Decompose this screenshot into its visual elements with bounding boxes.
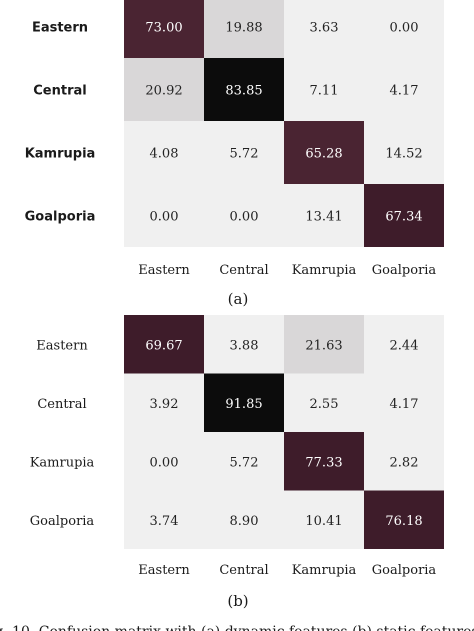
heatmap-cell xyxy=(204,432,284,491)
cell-value-label: 14.52 xyxy=(385,147,422,162)
heatmap-cell xyxy=(284,373,364,432)
cell-value-label: 69.67 xyxy=(145,338,182,353)
cell-value-label: 5.72 xyxy=(230,147,259,162)
heatmap-cell xyxy=(284,0,364,58)
heatmap-cell xyxy=(204,58,284,121)
heatmap-cell xyxy=(204,373,284,432)
cell-value-label: 4.17 xyxy=(390,397,419,412)
heatmap-cell xyxy=(124,432,204,491)
heatmap-cell xyxy=(284,490,364,549)
heatmap-cell xyxy=(284,432,364,491)
cell-value-label: 4.17 xyxy=(390,84,419,99)
cell-value-label: 73.00 xyxy=(145,21,182,36)
cell-value-label: 67.34 xyxy=(385,210,422,225)
heatmap-cell xyxy=(364,0,444,58)
cell-value-label: 77.33 xyxy=(305,455,342,470)
cell-value-label: 21.63 xyxy=(305,338,342,353)
cell-value-label: 83.85 xyxy=(225,84,262,99)
figure-caption: Fig. 10. Confusion matrix with (a) dynam… xyxy=(0,624,474,631)
row-label: Goalporia xyxy=(25,210,96,225)
column-label: Kamrupia xyxy=(292,263,357,278)
cell-value-label: 19.88 xyxy=(225,21,262,36)
row-label: Kamrupia xyxy=(25,147,96,162)
column-label: Goalporia xyxy=(372,563,437,578)
column-label: Central xyxy=(219,263,268,278)
heatmap-cell xyxy=(284,315,364,374)
column-label: Kamrupia xyxy=(292,563,357,578)
heatmap-cell xyxy=(124,0,204,58)
column-label: Central xyxy=(219,563,268,578)
heatmap-cell xyxy=(364,490,444,549)
heatmap-cell xyxy=(124,121,204,184)
cell-value-label: 0.00 xyxy=(150,455,179,470)
heatmap-cell xyxy=(124,373,204,432)
heatmap-cell xyxy=(284,58,364,121)
cell-value-label: 91.85 xyxy=(225,397,262,412)
heatmap-cell xyxy=(204,121,284,184)
heatmap-cell xyxy=(364,432,444,491)
row-label: Eastern xyxy=(36,338,88,353)
column-label: Eastern xyxy=(138,263,190,278)
heatmap-cell xyxy=(364,373,444,432)
heatmap-cell xyxy=(124,490,204,549)
heatmap-cell xyxy=(364,121,444,184)
heatmap-cell xyxy=(204,490,284,549)
cell-value-label: 3.63 xyxy=(310,21,339,36)
heatmap-cell xyxy=(204,184,284,247)
panel-label: (a) xyxy=(228,290,249,308)
cell-value-label: 3.88 xyxy=(230,338,259,353)
heatmap-cell xyxy=(124,315,204,374)
heatmap-cell xyxy=(364,58,444,121)
heatmap-cell xyxy=(124,58,204,121)
row-label: Central xyxy=(33,84,86,99)
heatmap-cell xyxy=(204,315,284,374)
heatmap-cell xyxy=(124,184,204,247)
cell-value-label: 20.92 xyxy=(145,84,182,99)
cell-value-label: 3.74 xyxy=(150,514,179,529)
column-label: Goalporia xyxy=(372,263,437,278)
row-label: Central xyxy=(37,397,86,412)
row-label: Eastern xyxy=(32,21,88,36)
cell-value-label: 0.00 xyxy=(230,210,259,225)
panel-label: (b) xyxy=(227,592,248,610)
cell-value-label: 13.41 xyxy=(305,210,342,225)
cell-value-label: 0.00 xyxy=(150,210,179,225)
cell-value-label: 2.82 xyxy=(390,455,419,470)
heatmap-cell xyxy=(364,315,444,374)
cell-value-label: 10.41 xyxy=(305,514,342,529)
cell-value-label: 76.18 xyxy=(385,514,422,529)
heatmap-cell xyxy=(364,184,444,247)
cell-value-label: 7.11 xyxy=(310,84,339,99)
cell-value-label: 2.44 xyxy=(390,338,419,353)
cell-value-label: 65.28 xyxy=(305,147,342,162)
cell-value-label: 2.55 xyxy=(310,397,339,412)
column-label: Eastern xyxy=(138,563,190,578)
heatmap-cell xyxy=(284,184,364,247)
row-label: Goalporia xyxy=(30,514,95,529)
cell-value-label: 3.92 xyxy=(150,397,179,412)
heatmap-cell xyxy=(204,0,284,58)
cell-value-label: 4.08 xyxy=(150,147,179,162)
cell-value-label: 0.00 xyxy=(390,21,419,36)
cell-value-label: 5.72 xyxy=(230,455,259,470)
heatmap-cell xyxy=(284,121,364,184)
cell-value-label: 8.90 xyxy=(230,514,259,529)
row-label: Kamrupia xyxy=(30,455,95,470)
